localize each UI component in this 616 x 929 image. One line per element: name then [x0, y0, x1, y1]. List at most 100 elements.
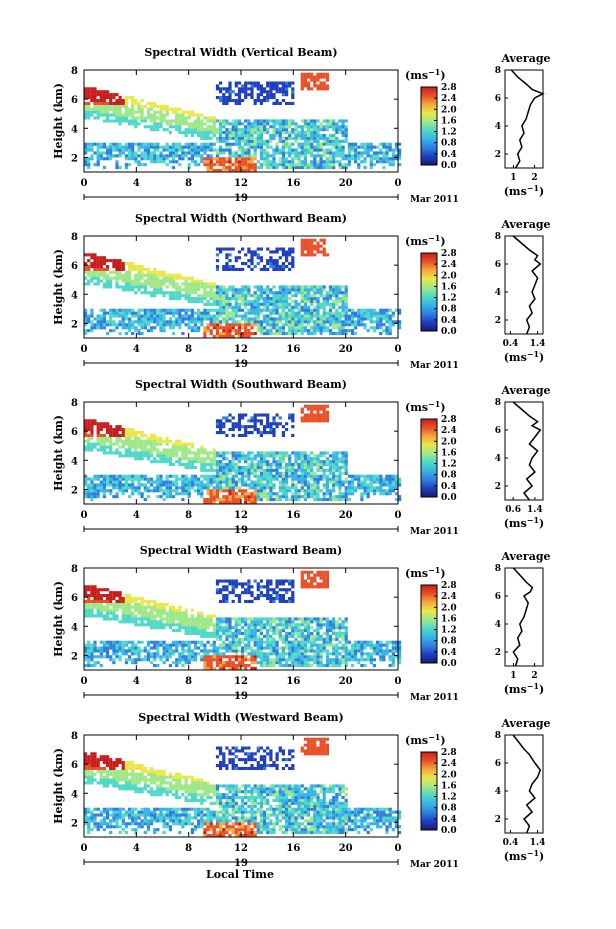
heatmap-cell — [241, 425, 245, 429]
heatmap-cell — [112, 145, 116, 149]
heatmap-cell — [84, 157, 88, 161]
heatmap-cell — [178, 285, 182, 289]
heatmap-cell — [241, 471, 245, 475]
heatmap-cell — [234, 457, 238, 461]
heatmap-cell — [306, 131, 311, 135]
heatmap-cell — [250, 84, 254, 88]
heatmap-cell — [328, 468, 333, 472]
heatmap-cell — [96, 433, 100, 437]
heatmap-cell — [162, 617, 166, 621]
heatmap-cell — [146, 157, 150, 161]
heatmap-cell — [197, 122, 201, 126]
heatmap-cell — [156, 323, 160, 327]
heatmap-cell — [237, 329, 242, 333]
heatmap-cell — [118, 107, 122, 111]
heatmap-cell — [237, 308, 242, 312]
heatmap-cell — [184, 457, 188, 461]
heatmap-cell — [325, 416, 329, 420]
heatmap-cell — [281, 145, 285, 149]
heatmap-cell — [96, 259, 100, 263]
heatmap-cell — [115, 113, 119, 117]
heatmap-cell — [197, 163, 201, 167]
heatmap-cell — [344, 454, 348, 458]
heatmap-cell — [128, 658, 132, 662]
heatmap-cell — [272, 468, 276, 472]
heatmap-cell — [379, 317, 383, 321]
heatmap-cell — [102, 320, 106, 324]
heatmap-cell — [247, 495, 251, 499]
heatmap-cell — [338, 329, 342, 333]
heatmap-cell — [193, 457, 198, 461]
heatmap-cell — [121, 285, 125, 289]
heatmap-cell — [106, 614, 110, 618]
heatmap-cell — [382, 314, 386, 318]
heatmap-cell — [291, 250, 295, 254]
heatmap-cell — [115, 608, 119, 612]
heatmap-cell — [112, 259, 116, 263]
heatmap-cell — [366, 148, 370, 152]
heatmap-cell — [159, 314, 163, 318]
heatmap-cell — [300, 136, 304, 140]
heatmap-cell — [168, 611, 172, 615]
heatmap-cell — [310, 128, 314, 132]
heatmap-cell — [228, 326, 232, 330]
heatmap-cell — [84, 594, 88, 598]
heatmap-cell — [219, 157, 223, 161]
heatmap-cell — [197, 299, 201, 303]
heatmap-cell — [190, 285, 194, 289]
heatmap-cell — [231, 500, 235, 504]
heatmap-cell — [344, 133, 348, 137]
heatmap-cell — [228, 288, 232, 292]
heatmap-cell — [187, 294, 191, 298]
heatmap-cell — [140, 99, 144, 103]
heatmap-cell — [200, 448, 204, 452]
heatmap-cell — [187, 131, 191, 135]
heatmap-cell — [90, 314, 94, 318]
panel-4: Spectral Width (Eastward Beam)0 4 8 12 16 20 0… — [52, 544, 551, 703]
heatmap-cell — [234, 154, 238, 158]
heatmap-cell — [369, 308, 373, 312]
heatmap-cell — [84, 445, 88, 449]
heatmap-cell — [121, 151, 125, 155]
heatmap-cell — [250, 317, 254, 321]
heatmap-cell — [344, 139, 348, 143]
heatmap-cell — [175, 608, 179, 612]
heatmap-cell — [87, 594, 91, 598]
heatmap-cell — [237, 297, 242, 301]
heatmap-cell — [297, 291, 301, 295]
heatmap-cell — [84, 658, 88, 662]
heatmap-cell — [281, 93, 285, 97]
heatmap-cell — [338, 166, 342, 170]
heatmap-cell — [93, 259, 97, 263]
heatmap-cell — [197, 311, 201, 315]
heatmap-cell — [140, 433, 144, 437]
heatmap-cell — [247, 332, 251, 336]
heatmap-cell — [269, 139, 273, 143]
heatmap-cell — [215, 160, 220, 164]
heatmap-cell — [206, 317, 210, 321]
heatmap-cell — [272, 291, 276, 295]
heatmap-cell — [247, 468, 251, 472]
heatmap-cell — [106, 276, 110, 280]
heatmap-cell — [306, 489, 311, 493]
heatmap-cell — [335, 332, 339, 336]
avg-y-tick-label: 8 — [495, 66, 501, 76]
heatmap-cell — [269, 288, 273, 292]
heatmap-cell — [168, 279, 172, 283]
heatmap-cell — [96, 107, 100, 111]
heatmap-cell — [244, 413, 248, 417]
heatmap-cell — [159, 483, 163, 487]
heatmap-cell — [285, 486, 289, 490]
heatmap-cell — [184, 486, 188, 490]
heatmap-cell — [146, 154, 150, 158]
heatmap-cell — [222, 96, 226, 100]
heatmap-cell — [93, 585, 97, 589]
heatmap-cell — [187, 151, 191, 155]
heatmap-cell — [149, 480, 154, 484]
heatmap-cell — [102, 489, 106, 493]
heatmap-cell — [269, 451, 273, 455]
heatmap-cell — [303, 413, 307, 417]
heatmap-cell — [350, 157, 355, 161]
heatmap-cell — [360, 145, 364, 149]
heatmap-cell — [316, 489, 320, 493]
